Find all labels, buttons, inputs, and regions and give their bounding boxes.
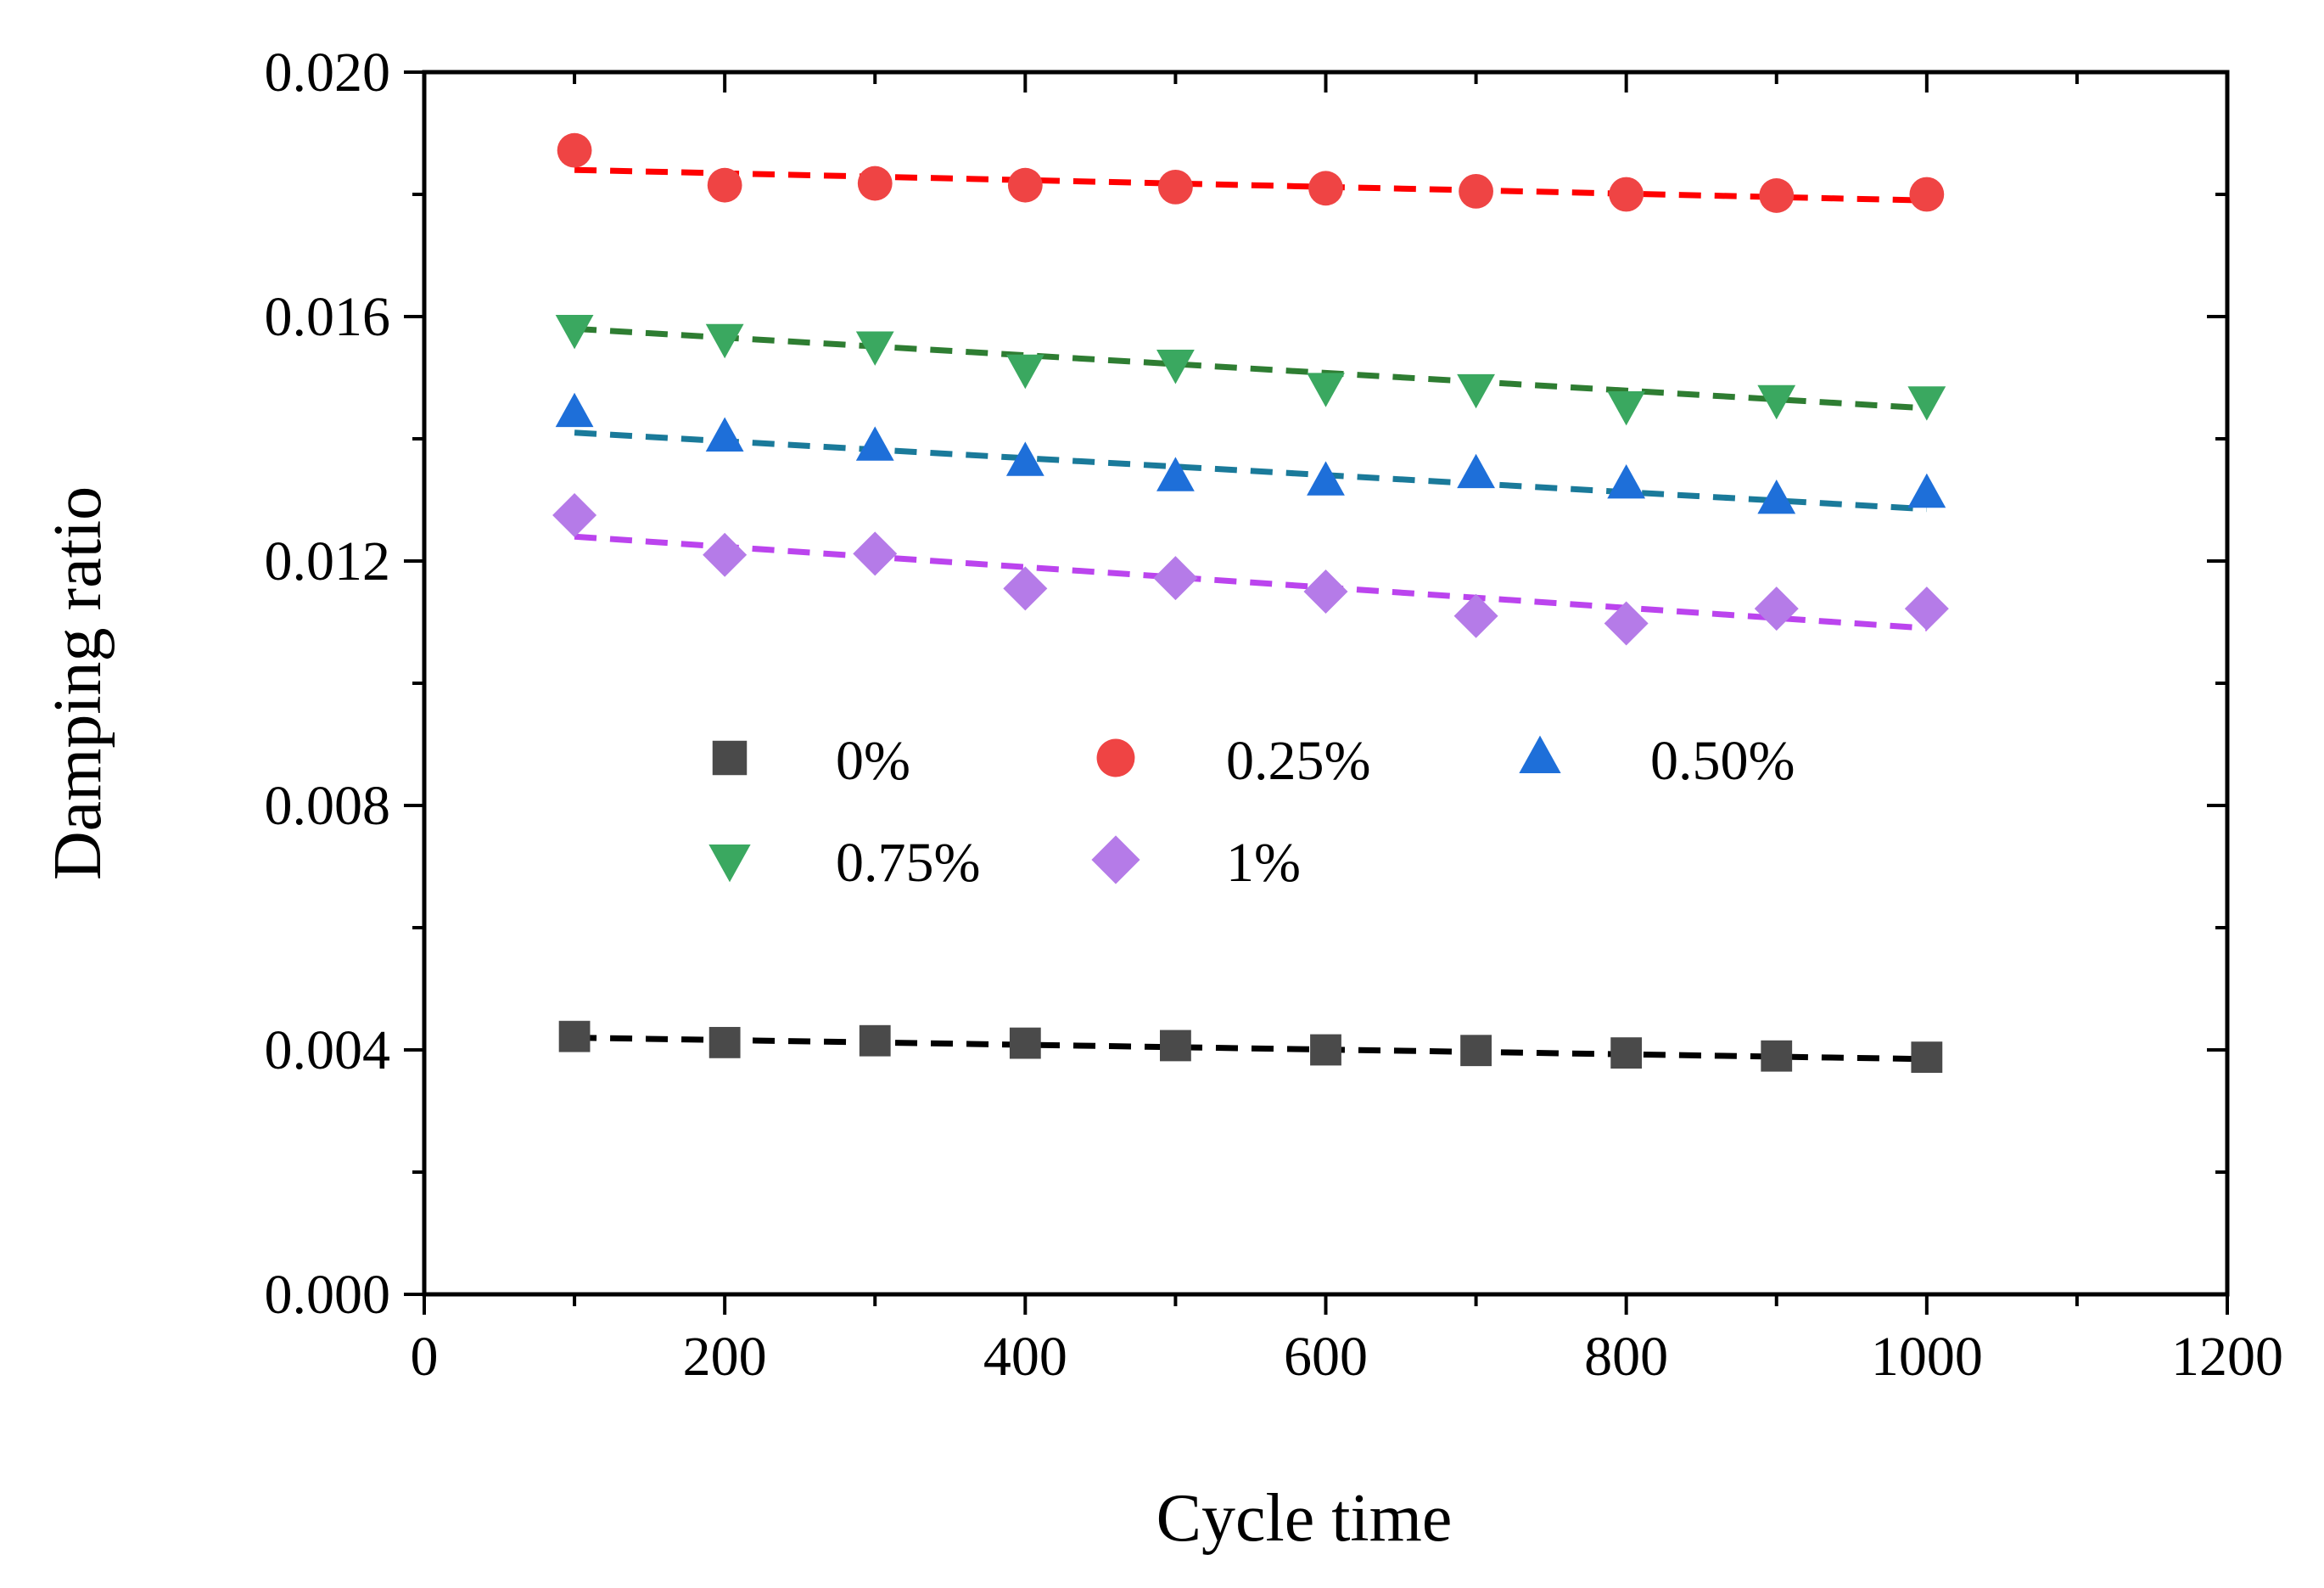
fit-line-0: [574, 1035, 1927, 1063]
x-axis-title: Cycle time: [1156, 1481, 1453, 1556]
legend-marker-1: [1096, 738, 1135, 777]
fit-line-1: [574, 166, 1927, 204]
data-point: [1457, 373, 1495, 409]
data-point: [1307, 461, 1345, 496]
legend-label-1: 0.25%: [1226, 730, 1370, 792]
x-tick-label: 200: [683, 1326, 767, 1388]
y-tick-label: 0.000: [265, 1264, 391, 1326]
y-tick-label: 0.012: [265, 530, 391, 592]
data-point: [1907, 473, 1946, 508]
data-point: [707, 167, 742, 203]
legend-label-0: 0%: [836, 730, 910, 792]
data-point: [1005, 441, 1044, 476]
data-point: [855, 426, 894, 461]
data-point: [1759, 178, 1795, 213]
data-point: [558, 1020, 591, 1052]
legend-label-4: 1%: [1226, 832, 1301, 894]
axes: 0 200 400 600 800 1000 1200 0.000 0.004 0.008 0.01…: [265, 42, 2284, 1388]
data-point: [1604, 601, 1649, 646]
data-point: [1307, 373, 1345, 407]
data-point: [1007, 167, 1043, 203]
x-tick-label: 0: [411, 1326, 439, 1388]
data-point: [1607, 464, 1646, 499]
legend-marker-3: [708, 844, 751, 883]
data-point: [1907, 386, 1946, 421]
data-point: [555, 392, 594, 428]
legend-marker-4: [1091, 835, 1140, 884]
legend-marker-2: [1519, 735, 1561, 774]
data-point: [1757, 480, 1796, 514]
data-point: [1003, 566, 1048, 611]
data-point: [857, 166, 893, 201]
fit-line-2: [574, 429, 1928, 513]
data-point: [1904, 586, 1949, 631]
data-point: [705, 323, 744, 359]
legend-label-2: 0.50%: [1650, 730, 1795, 792]
data-point: [1310, 1034, 1341, 1066]
fit-line-4: [574, 533, 1928, 631]
data-point: [552, 493, 597, 537]
data-point: [1308, 171, 1343, 206]
data-point: [1459, 174, 1493, 209]
data-point: [705, 417, 744, 452]
data-point: [1610, 1037, 1643, 1069]
data-point: [1156, 350, 1195, 384]
x-tick-label: 600: [1284, 1326, 1368, 1388]
x-tick-label: 1000: [1871, 1326, 1983, 1388]
data-point: [1609, 177, 1644, 212]
data-point: [1607, 391, 1646, 426]
y-tick-label: 0.020: [265, 42, 391, 104]
y-tick-label: 0.004: [265, 1019, 391, 1081]
x-tick-label: 800: [1584, 1326, 1668, 1388]
legend: 0% 0.25% 0.50% 0.75% 1%: [708, 730, 1795, 894]
data-point: [557, 132, 592, 168]
data-point: [1005, 354, 1044, 390]
data-point: [853, 531, 898, 576]
data-point: [859, 1024, 891, 1057]
x-tick-label: 400: [983, 1326, 1067, 1388]
plot-frame: [422, 70, 2230, 1297]
plot-area: [552, 132, 1949, 1074]
data-point: [1757, 384, 1796, 420]
data-point: [1911, 1041, 1943, 1074]
y-tick-label: 0.008: [265, 775, 391, 837]
data-point: [1153, 556, 1198, 601]
data-point: [1158, 169, 1193, 205]
legend-marker-0: [712, 740, 748, 776]
data-point: [1009, 1027, 1041, 1059]
data-point: [555, 315, 594, 350]
legend-label-3: 0.75%: [836, 832, 980, 894]
fit-line-3: [574, 325, 1928, 412]
y-tick-label: 0.016: [265, 286, 391, 348]
data-point: [703, 532, 748, 577]
data-point: [1460, 1035, 1492, 1067]
data-point: [1754, 586, 1799, 631]
data-point: [1156, 457, 1195, 491]
data-point: [1761, 1040, 1793, 1072]
data-point: [1453, 593, 1498, 638]
y-axis-title: Damping ratio: [41, 486, 115, 880]
data-point: [855, 331, 894, 366]
data-point: [1909, 177, 1945, 212]
data-point: [1303, 570, 1348, 614]
data-point: [708, 1026, 741, 1058]
data-point: [1160, 1030, 1191, 1062]
x-tick-label: 1200: [2171, 1326, 2283, 1388]
data-point: [1457, 453, 1495, 489]
